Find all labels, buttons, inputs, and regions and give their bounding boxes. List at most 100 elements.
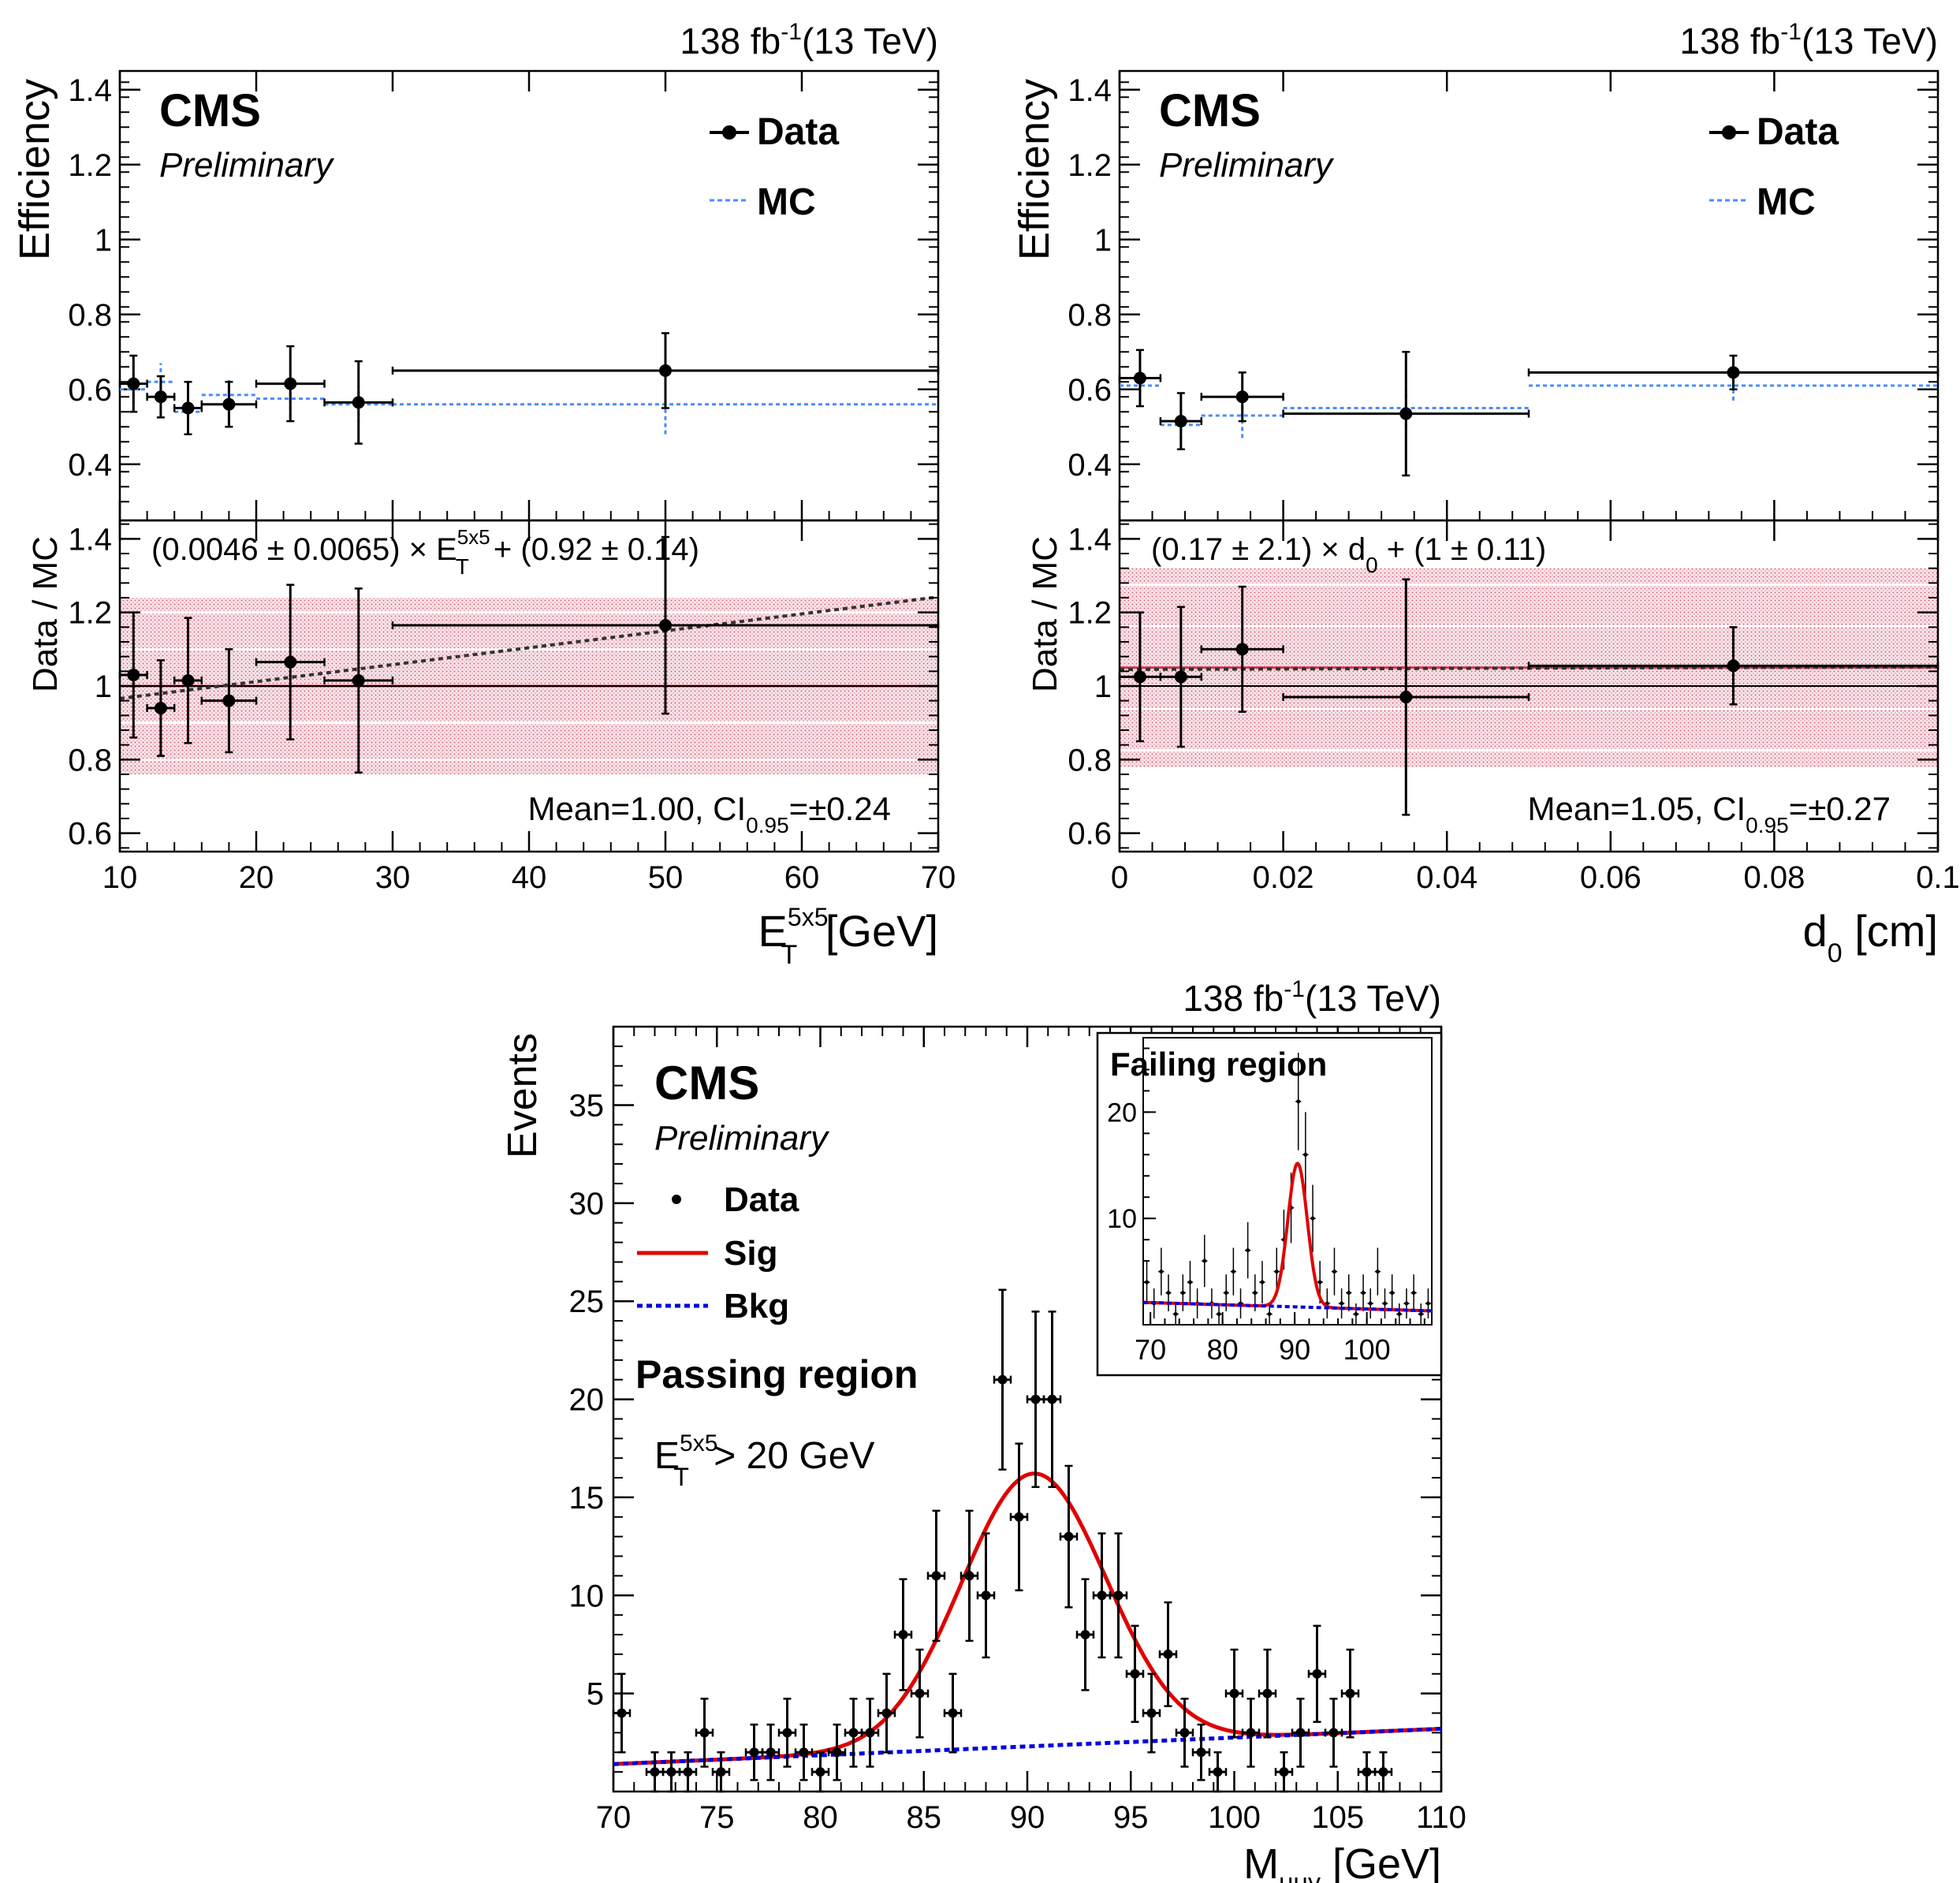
data-point — [744, 1723, 764, 1781]
inset-data-point — [1353, 1303, 1359, 1325]
data-point-marker — [865, 1728, 875, 1738]
x-tick-label: 85 — [907, 1800, 942, 1835]
x-tick-label: 0.02 — [1253, 860, 1314, 895]
inset-data-marker — [1375, 1270, 1380, 1274]
y-tick-label: 1 — [1094, 223, 1112, 258]
data-point-marker — [1235, 390, 1249, 404]
data-point — [1324, 1698, 1343, 1768]
data-point — [255, 345, 326, 423]
ratio-point-marker — [284, 655, 297, 669]
x-tick-label: 90 — [1010, 1800, 1045, 1835]
x-axis-title: E5x5 T [GeV] — [758, 903, 938, 970]
preliminary-label: Preliminary — [654, 1119, 830, 1158]
ratio-point — [323, 587, 394, 774]
data-point — [794, 1723, 814, 1781]
legend: Data Sig Bkg — [637, 1180, 799, 1326]
lumi-energy: (13 TeV) — [1802, 21, 1938, 62]
y-tick-label: 0.6 — [68, 817, 112, 852]
data-point — [1208, 1751, 1228, 1793]
inset-data-point — [1389, 1274, 1395, 1311]
data-point-marker — [815, 1767, 825, 1777]
legend-mc-label: MC — [757, 181, 816, 223]
data-point — [1274, 1751, 1294, 1793]
data-point — [943, 1672, 963, 1754]
data-point — [695, 1698, 714, 1768]
y-tick-label: 1.2 — [68, 148, 112, 183]
x-tick-label: 50 — [648, 860, 684, 895]
legend-mc-label: MC — [1757, 181, 1816, 223]
data-point-marker — [666, 1767, 676, 1777]
y-tick-label: 0.6 — [1068, 373, 1112, 408]
y-tick-label: 0.8 — [68, 743, 112, 777]
data-point-marker — [1213, 1767, 1223, 1777]
inset-data-marker — [1267, 1312, 1272, 1317]
ci-label: Mean=1.00, CI0.95=±0.24 — [528, 790, 892, 837]
lumi-label: 138 fb-1(13 TeV) — [680, 19, 938, 62]
legend-data-label: Data — [1757, 111, 1839, 153]
data-point — [1026, 1311, 1045, 1489]
inset-data-point — [1302, 1112, 1309, 1198]
ratio-point-marker — [659, 619, 672, 632]
ci-label-tail: =±0.27 — [1789, 790, 1891, 827]
ci-label-sub: 0.95 — [1746, 813, 1789, 837]
data-point-marker — [1146, 1708, 1157, 1718]
cut-label-sup: 5x5 — [680, 1430, 717, 1456]
x-tick-label: 10 — [102, 860, 138, 895]
inset-data-marker — [1274, 1270, 1279, 1274]
preliminary-label: Preliminary — [1159, 146, 1335, 185]
x-tick-label: 0 — [1111, 860, 1128, 895]
inset-data-point — [1165, 1274, 1172, 1311]
data-point-marker — [352, 396, 365, 409]
x-tick-label: 95 — [1113, 1800, 1149, 1835]
x-tick-label: 0.1 — [1916, 860, 1960, 895]
cms-label: CMS — [159, 85, 261, 136]
fit-label-sub: 0 — [1366, 553, 1378, 577]
inset-data-marker — [1231, 1270, 1235, 1274]
legend-mc: MC — [1709, 181, 1816, 223]
inset-data-point — [1396, 1303, 1403, 1325]
data-point-marker — [1328, 1728, 1339, 1738]
ci-label-main: Mean=1.05, CI — [1528, 790, 1746, 827]
data-point-marker — [699, 1728, 710, 1738]
data-point-marker — [848, 1728, 859, 1738]
inset-data-marker — [1145, 1280, 1150, 1285]
inset-background-curve — [1143, 1300, 1433, 1313]
data-point — [118, 354, 148, 413]
inset-data-marker — [1166, 1291, 1171, 1296]
ratio-point-marker — [127, 669, 140, 681]
legend-data: Data — [1709, 111, 1839, 153]
preliminary-label: Preliminary — [159, 146, 335, 185]
data-point — [323, 360, 394, 445]
y-tick-label: 1 — [95, 223, 112, 258]
ratio-point — [255, 584, 326, 740]
inset-data-marker — [1390, 1291, 1395, 1296]
inset-data-marker — [1317, 1280, 1322, 1285]
ratio-point — [200, 648, 258, 754]
y-axis-title-ratio: Data / MC — [26, 536, 65, 692]
data-point — [711, 1751, 731, 1793]
lumi-energy: (13 TeV) — [1305, 978, 1441, 1019]
data-point-marker — [931, 1571, 941, 1581]
data-point-marker — [222, 397, 236, 411]
data-point — [1291, 1698, 1310, 1768]
data-point-marker — [1295, 1728, 1306, 1738]
y-tick-label: 1 — [1094, 669, 1112, 704]
fit-label-tail: + (0.92 ± 0.14) — [485, 532, 699, 567]
data-point — [1125, 1624, 1145, 1723]
y-tick-label: 0.8 — [68, 298, 112, 333]
inset-data-point — [1346, 1274, 1352, 1311]
inset-data-point — [1230, 1247, 1237, 1296]
y-axis-title-efficiency: Efficiency — [11, 79, 58, 260]
data-point-marker — [1047, 1394, 1057, 1404]
inset-data-marker — [1347, 1291, 1351, 1296]
y-tick-label: 1 — [95, 669, 112, 704]
ratio-point-marker — [222, 694, 236, 707]
x-axis-title-sub: 0 — [1828, 938, 1843, 968]
ratio-point — [173, 617, 203, 744]
ci-label: Mean=1.05, CI0.95=±0.27 — [1528, 790, 1891, 837]
inset-data-marker — [1418, 1312, 1423, 1317]
fit-label-sub: T — [456, 554, 469, 579]
y-tick-label: 0.8 — [1068, 298, 1112, 333]
lumi-value: 138 fb — [1679, 21, 1780, 62]
linear-fit-line — [119, 595, 939, 700]
